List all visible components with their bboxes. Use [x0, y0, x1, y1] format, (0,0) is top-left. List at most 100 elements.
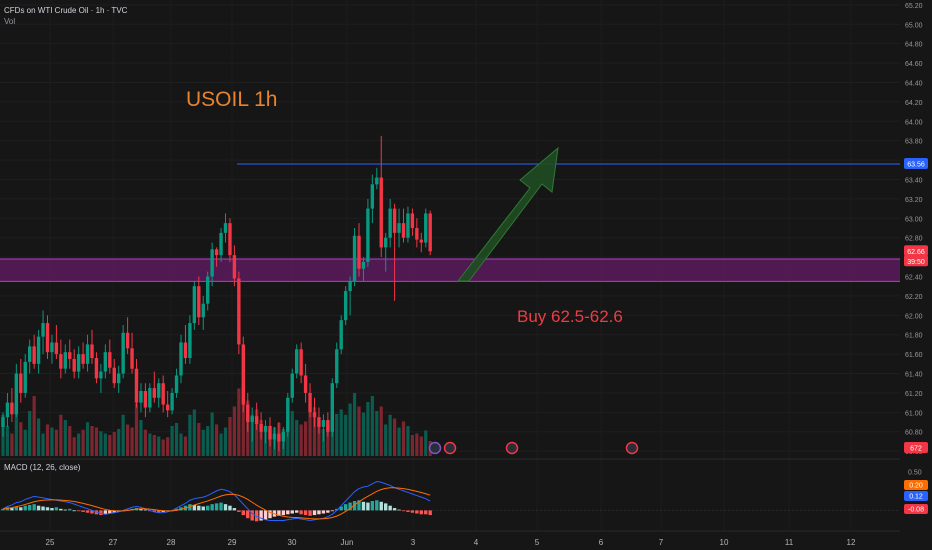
price-tick-label: 61.40 — [905, 372, 923, 379]
signal-line — [2, 487, 431, 520]
candle-body — [5, 402, 10, 418]
event-marker-icon — [443, 441, 457, 455]
chart-annotation-title: USOIL 1h — [186, 88, 278, 111]
macd-histogram-bar — [406, 510, 410, 512]
event-marker-icon — [625, 441, 639, 455]
candle-body — [361, 261, 366, 269]
candle-body — [197, 286, 201, 318]
volume-bar — [352, 393, 357, 456]
price-tick-label: 64.80 — [905, 42, 923, 49]
candle-body — [250, 416, 254, 423]
volume-bar — [201, 429, 205, 456]
volume-bar — [121, 414, 125, 456]
volume-bar — [143, 429, 147, 456]
candle-body — [419, 239, 423, 243]
macd-histogram-bar — [206, 505, 210, 511]
macd-histogram-bar — [299, 510, 303, 515]
macd-histogram-bar — [237, 510, 241, 512]
volume-bar — [50, 427, 54, 456]
macd-histogram-bar — [157, 510, 161, 513]
macd-histogram-bar — [321, 510, 326, 514]
candle-body — [392, 208, 397, 233]
volume-bar — [326, 430, 330, 456]
macd-histogram-bar — [152, 510, 156, 512]
macd-histogram-bar — [214, 503, 219, 511]
macd-histogram-bar — [1, 508, 5, 511]
time-tick-label: Jun — [341, 538, 354, 547]
price-tick-label: 64.00 — [905, 119, 923, 126]
candle-body — [41, 323, 45, 337]
candle-body — [286, 397, 290, 432]
macd-histogram-bar — [392, 508, 397, 511]
candle-body — [54, 342, 59, 355]
volume-label: Vol — [4, 17, 16, 26]
volume-bar — [41, 433, 45, 456]
candle-body — [272, 433, 277, 440]
macd-histogram-bar — [348, 502, 352, 511]
volume-bar — [126, 424, 130, 456]
candle-body — [59, 354, 63, 369]
macd-histogram-bar — [112, 510, 116, 513]
candle-body — [232, 255, 237, 279]
macd-histogram-bar — [188, 504, 192, 511]
candles — [1, 135, 432, 452]
candle-body — [308, 392, 312, 413]
macd-histogram-bar — [250, 510, 254, 521]
candle-body — [134, 368, 139, 403]
volume-bar — [152, 435, 156, 456]
macd-histogram-bar — [419, 510, 423, 515]
macd-histogram-bar — [23, 505, 27, 511]
volume-bar — [339, 409, 343, 456]
price-tick-label: 60.80 — [905, 430, 923, 437]
macd-histogram-bar — [335, 508, 339, 511]
macd-histogram-bar — [295, 510, 299, 513]
macd-histogram-bar — [330, 510, 334, 512]
candle-body — [219, 232, 223, 256]
candle-body — [72, 358, 76, 372]
macd-histogram-bar — [219, 502, 223, 511]
candle-body — [63, 352, 67, 369]
candle-body — [295, 349, 299, 374]
candle-body — [81, 354, 85, 364]
volume-bar — [188, 414, 192, 456]
candle-body — [406, 213, 410, 238]
time-axis: 25 27 28 29 30 Jun 3 4 5 6 7 10 11 12 — [0, 530, 900, 547]
macd-histogram-tag: -0.08 — [908, 507, 924, 514]
volume-bar — [192, 409, 196, 456]
macd-histogram-bar — [259, 510, 263, 521]
candle-body — [384, 237, 388, 248]
volume-bar — [112, 432, 116, 456]
candle-body — [99, 371, 103, 379]
volume-bar — [348, 403, 352, 456]
volume-bar — [37, 418, 41, 456]
macd-value-tag: 0.12 — [909, 494, 923, 501]
candle-body — [117, 373, 121, 384]
price-tick-label: 65.20 — [905, 3, 923, 10]
candle-body — [352, 235, 357, 282]
candle-body — [143, 390, 148, 408]
candle-body — [263, 425, 268, 432]
volume-bar — [59, 414, 63, 456]
volume-bar — [63, 420, 67, 456]
candle-body — [121, 332, 125, 374]
volume-tag-bg — [904, 442, 928, 453]
candle-body — [312, 412, 317, 418]
price-tick-label: 61.80 — [905, 333, 923, 340]
macd-histogram-bar — [384, 503, 388, 511]
macd-histogram-bar — [81, 510, 85, 512]
volume-bar — [401, 421, 406, 456]
buy-zone — [0, 258, 900, 282]
candle-body — [210, 249, 214, 277]
macd-histogram-bar — [397, 509, 401, 511]
candle-body — [152, 388, 156, 398]
candle-body — [188, 323, 192, 359]
candle-body — [326, 420, 330, 432]
candle-body — [357, 235, 361, 269]
volume-bar — [81, 429, 85, 456]
candle-body — [165, 404, 170, 411]
time-tick-label: 30 — [288, 538, 297, 547]
volume-bar — [72, 437, 76, 456]
candle-body — [303, 375, 308, 393]
candle-body — [90, 344, 94, 359]
